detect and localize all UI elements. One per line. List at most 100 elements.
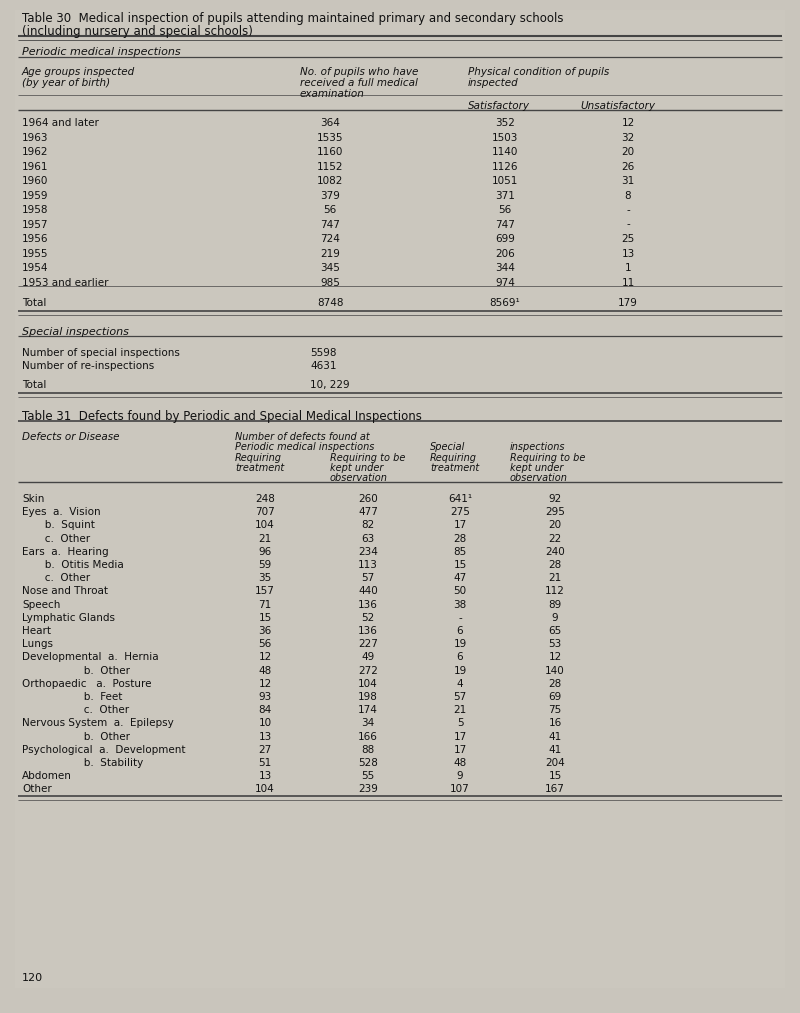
Text: 48: 48 (454, 758, 466, 768)
Text: 56: 56 (323, 205, 337, 215)
Text: 22: 22 (548, 534, 562, 544)
Text: No. of pupils who have: No. of pupils who have (300, 67, 418, 77)
Text: 8: 8 (625, 190, 631, 201)
Text: 88: 88 (362, 745, 374, 755)
Text: 275: 275 (450, 508, 470, 518)
Text: Unsatisfactory: Unsatisfactory (580, 101, 655, 111)
Text: kept under: kept under (510, 463, 563, 473)
Text: 1126: 1126 (492, 161, 518, 171)
Text: 36: 36 (258, 626, 272, 636)
Text: 1962: 1962 (22, 147, 49, 157)
Text: 8748: 8748 (317, 298, 343, 308)
Text: 272: 272 (358, 666, 378, 676)
Text: b.  Squint: b. Squint (22, 521, 95, 531)
Text: 50: 50 (454, 587, 466, 597)
Text: b.  Stability: b. Stability (22, 758, 143, 768)
Text: (by year of birth): (by year of birth) (22, 78, 110, 88)
Text: Number of defects found at: Number of defects found at (235, 432, 370, 442)
Text: Total: Total (22, 380, 46, 390)
Text: 20: 20 (549, 521, 562, 531)
Text: inspected: inspected (468, 78, 518, 88)
Text: Lymphatic Glands: Lymphatic Glands (22, 613, 115, 623)
Text: Table 30  Medical inspection of pupils attending maintained primary and secondar: Table 30 Medical inspection of pupils at… (22, 12, 563, 25)
Text: 38: 38 (454, 600, 466, 610)
Text: 92: 92 (548, 494, 562, 504)
Text: 198: 198 (358, 692, 378, 702)
Text: 112: 112 (545, 587, 565, 597)
Text: Heart: Heart (22, 626, 51, 636)
Text: Total: Total (22, 298, 46, 308)
Text: Requiring to be: Requiring to be (510, 453, 586, 463)
Text: 49: 49 (362, 652, 374, 663)
Text: Requiring to be: Requiring to be (330, 453, 406, 463)
Text: 724: 724 (320, 234, 340, 244)
Text: Other: Other (22, 784, 52, 794)
Text: Requiring: Requiring (235, 453, 282, 463)
Text: 166: 166 (358, 731, 378, 742)
Text: Defects or Disease: Defects or Disease (22, 432, 119, 442)
Text: 32: 32 (622, 133, 634, 143)
Text: 641¹: 641¹ (448, 494, 472, 504)
Text: 11: 11 (622, 278, 634, 288)
Text: 371: 371 (495, 190, 515, 201)
Text: 206: 206 (495, 248, 515, 258)
Text: Periodic medical inspections: Periodic medical inspections (22, 47, 181, 57)
Text: examination: examination (300, 89, 365, 99)
Text: observation: observation (330, 473, 388, 483)
Text: Number of re-inspections: Number of re-inspections (22, 361, 154, 371)
Text: 379: 379 (320, 190, 340, 201)
Text: 15: 15 (258, 613, 272, 623)
Text: 1: 1 (625, 263, 631, 272)
Text: 4: 4 (457, 679, 463, 689)
Text: Abdomen: Abdomen (22, 771, 72, 781)
Text: 59: 59 (258, 560, 272, 570)
Text: inspections: inspections (510, 442, 566, 452)
Text: 1958: 1958 (22, 205, 49, 215)
Text: 82: 82 (362, 521, 374, 531)
Text: 25: 25 (622, 234, 634, 244)
Text: kept under: kept under (330, 463, 383, 473)
Text: 41: 41 (548, 731, 562, 742)
Text: 13: 13 (258, 771, 272, 781)
Text: 63: 63 (362, 534, 374, 544)
Text: 344: 344 (495, 263, 515, 272)
Text: 69: 69 (548, 692, 562, 702)
Text: -: - (626, 220, 630, 230)
Text: 56: 56 (258, 639, 272, 649)
Text: 17: 17 (454, 521, 466, 531)
Text: 120: 120 (22, 973, 43, 983)
Text: 219: 219 (320, 248, 340, 258)
Text: 157: 157 (255, 587, 275, 597)
Text: 248: 248 (255, 494, 275, 504)
Text: 4631: 4631 (310, 361, 337, 371)
Text: c.  Other: c. Other (22, 705, 129, 715)
Text: b.  Feet: b. Feet (22, 692, 122, 702)
Text: 16: 16 (548, 718, 562, 728)
Text: 227: 227 (358, 639, 378, 649)
Text: 747: 747 (320, 220, 340, 230)
Text: b.  Other: b. Other (22, 731, 130, 742)
Text: 31: 31 (622, 176, 634, 186)
Text: 96: 96 (258, 547, 272, 557)
Text: 1082: 1082 (317, 176, 343, 186)
Text: 12: 12 (258, 679, 272, 689)
Text: 28: 28 (548, 560, 562, 570)
Text: Nervous System  a.  Epilepsy: Nervous System a. Epilepsy (22, 718, 174, 728)
Text: Satisfactory: Satisfactory (468, 101, 530, 111)
Text: 28: 28 (548, 679, 562, 689)
Text: 57: 57 (454, 692, 466, 702)
Text: 93: 93 (258, 692, 272, 702)
Text: Lungs: Lungs (22, 639, 53, 649)
Text: 21: 21 (548, 573, 562, 583)
Text: 113: 113 (358, 560, 378, 570)
Text: 136: 136 (358, 626, 378, 636)
Text: 17: 17 (454, 731, 466, 742)
Text: -: - (626, 205, 630, 215)
Text: b.  Other: b. Other (22, 666, 130, 676)
Text: Psychological  a.  Development: Psychological a. Development (22, 745, 186, 755)
Text: 41: 41 (548, 745, 562, 755)
Text: 1957: 1957 (22, 220, 49, 230)
Text: 1140: 1140 (492, 147, 518, 157)
Text: treatment: treatment (430, 463, 479, 473)
Text: 10, 229: 10, 229 (310, 380, 350, 390)
